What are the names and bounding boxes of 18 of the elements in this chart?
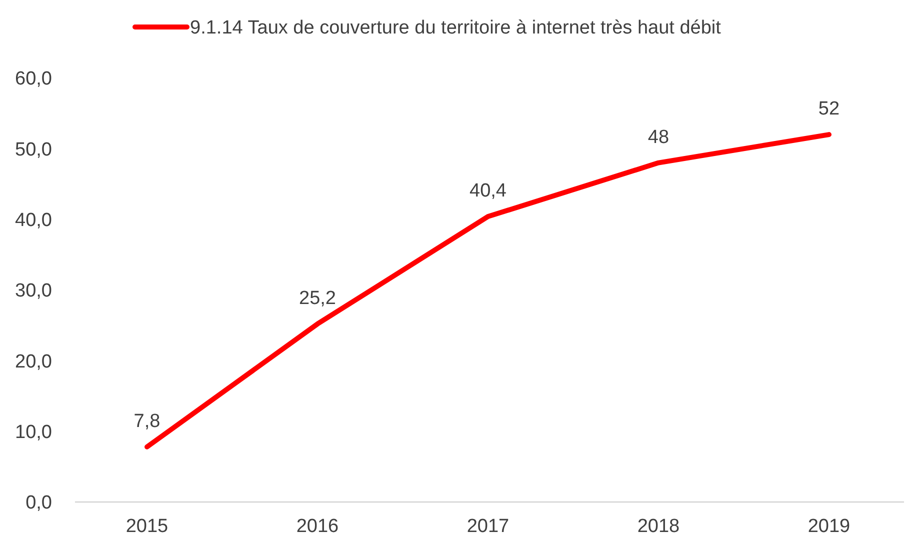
y-tick-label: 60,0 [15,68,52,90]
data-label: 25,2 [299,288,336,309]
y-tick-label: 0,0 [26,492,52,514]
y-tick-label: 50,0 [15,139,52,160]
data-label: 52 [818,98,840,120]
x-tick-label: 2015 [126,516,168,537]
legend-label: 9.1.14 Taux de couverture du territoire à internet très haut débit [190,18,722,39]
x-tick-label: 2016 [296,516,339,537]
y-tick-label: 40,0 [15,210,52,231]
data-label: 48 [648,126,670,148]
x-tick-label: 2018 [637,516,680,537]
y-tick-label: 30,0 [15,280,52,302]
x-tick-label: 2019 [808,516,850,537]
y-tick-label: 10,0 [15,422,52,443]
x-tick-label: 2017 [466,516,510,537]
data-label: 40,4 [470,180,507,202]
data-label: 7,8 [134,410,160,432]
y-tick-label: 20,0 [15,351,52,372]
